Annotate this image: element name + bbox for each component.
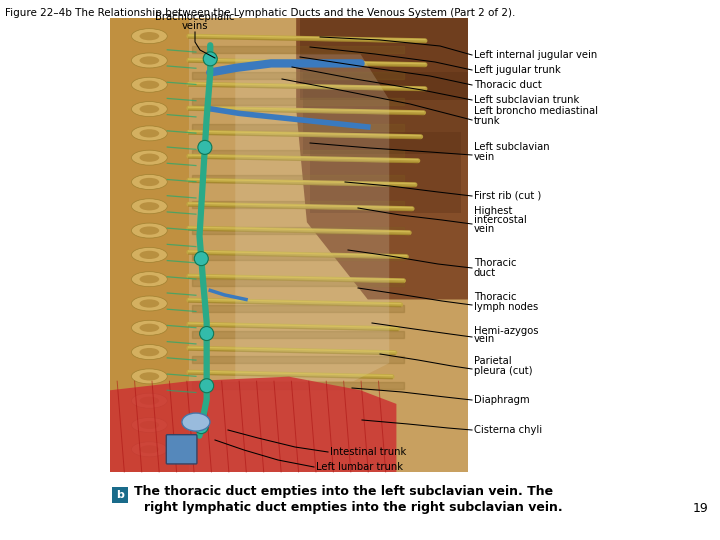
Ellipse shape xyxy=(140,153,159,162)
Ellipse shape xyxy=(132,393,167,408)
Polygon shape xyxy=(310,132,461,213)
Text: Diaphragm: Diaphragm xyxy=(474,395,530,405)
Ellipse shape xyxy=(140,178,159,186)
Ellipse shape xyxy=(132,174,167,190)
Ellipse shape xyxy=(140,226,159,235)
Ellipse shape xyxy=(140,275,159,284)
Text: Intestinal trunk: Intestinal trunk xyxy=(330,447,406,457)
Ellipse shape xyxy=(140,32,159,40)
Polygon shape xyxy=(303,72,468,154)
Text: Brachiocephalic: Brachiocephalic xyxy=(156,12,235,22)
Text: Hemi-azygos: Hemi-azygos xyxy=(474,326,539,335)
Ellipse shape xyxy=(140,105,159,113)
Text: lymph nodes: lymph nodes xyxy=(474,301,539,312)
Text: intercostal: intercostal xyxy=(474,215,527,225)
Ellipse shape xyxy=(140,372,159,381)
Ellipse shape xyxy=(132,29,167,44)
Ellipse shape xyxy=(140,129,159,138)
Text: vein: vein xyxy=(474,152,495,161)
Ellipse shape xyxy=(140,445,159,454)
Circle shape xyxy=(203,52,217,66)
Text: The thoracic duct empties into the left subclavian vein. The: The thoracic duct empties into the left … xyxy=(134,485,553,498)
Ellipse shape xyxy=(132,126,167,141)
Text: duct: duct xyxy=(474,267,496,278)
Text: 19: 19 xyxy=(692,502,708,515)
Ellipse shape xyxy=(132,442,167,457)
Text: Thoracic: Thoracic xyxy=(474,293,516,302)
Text: First rib (cut ): First rib (cut ) xyxy=(474,191,541,201)
Text: Left broncho mediastinal: Left broncho mediastinal xyxy=(474,106,598,117)
Circle shape xyxy=(198,140,212,154)
Ellipse shape xyxy=(140,348,159,356)
Ellipse shape xyxy=(132,345,167,360)
Text: vein: vein xyxy=(474,224,495,234)
Text: Left subclavian trunk: Left subclavian trunk xyxy=(474,95,580,105)
Text: trunk: trunk xyxy=(474,116,500,125)
Text: Left jugular trunk: Left jugular trunk xyxy=(474,65,561,75)
Ellipse shape xyxy=(140,323,159,332)
Text: Thoracic duct: Thoracic duct xyxy=(474,80,541,90)
Text: Parietal: Parietal xyxy=(474,356,512,367)
Text: Left lumbar trunk: Left lumbar trunk xyxy=(316,462,403,472)
Ellipse shape xyxy=(182,413,210,431)
Text: pleura (cut): pleura (cut) xyxy=(474,366,533,375)
Ellipse shape xyxy=(132,272,167,287)
Text: Left subclavian: Left subclavian xyxy=(474,143,549,152)
Circle shape xyxy=(199,327,214,341)
Ellipse shape xyxy=(140,202,159,211)
Text: right lymphatic duct empties into the right subclavian vein.: right lymphatic duct empties into the ri… xyxy=(144,502,562,515)
Ellipse shape xyxy=(140,56,159,65)
Ellipse shape xyxy=(132,77,167,92)
Text: Cisterna chyli: Cisterna chyli xyxy=(474,425,542,435)
Ellipse shape xyxy=(140,396,159,405)
Text: Left internal jugular vein: Left internal jugular vein xyxy=(474,50,598,60)
Ellipse shape xyxy=(132,320,167,335)
Polygon shape xyxy=(110,377,397,472)
Polygon shape xyxy=(110,18,468,472)
Ellipse shape xyxy=(132,296,167,311)
Ellipse shape xyxy=(132,150,167,165)
Text: Thoracic: Thoracic xyxy=(474,259,516,268)
Circle shape xyxy=(199,379,214,393)
Ellipse shape xyxy=(132,53,167,68)
Circle shape xyxy=(194,252,208,266)
Polygon shape xyxy=(296,18,468,300)
Text: b: b xyxy=(116,490,124,500)
Text: Figure 22–4b The Relationship between the Lymphatic Ducts and the Venous System : Figure 22–4b The Relationship between th… xyxy=(5,8,516,18)
Ellipse shape xyxy=(140,251,159,259)
Polygon shape xyxy=(110,18,189,472)
Polygon shape xyxy=(235,55,390,381)
Ellipse shape xyxy=(132,247,167,262)
FancyBboxPatch shape xyxy=(166,435,197,464)
Ellipse shape xyxy=(140,299,159,308)
Ellipse shape xyxy=(132,102,167,117)
Text: vein: vein xyxy=(474,334,495,345)
Ellipse shape xyxy=(140,80,159,89)
Ellipse shape xyxy=(140,421,159,429)
Ellipse shape xyxy=(132,369,167,384)
Ellipse shape xyxy=(132,223,167,238)
Ellipse shape xyxy=(132,199,167,214)
Text: veins: veins xyxy=(181,21,208,31)
FancyBboxPatch shape xyxy=(112,487,128,503)
Ellipse shape xyxy=(132,417,167,433)
Circle shape xyxy=(194,420,208,434)
Text: Highest: Highest xyxy=(474,206,513,216)
Polygon shape xyxy=(300,18,468,100)
